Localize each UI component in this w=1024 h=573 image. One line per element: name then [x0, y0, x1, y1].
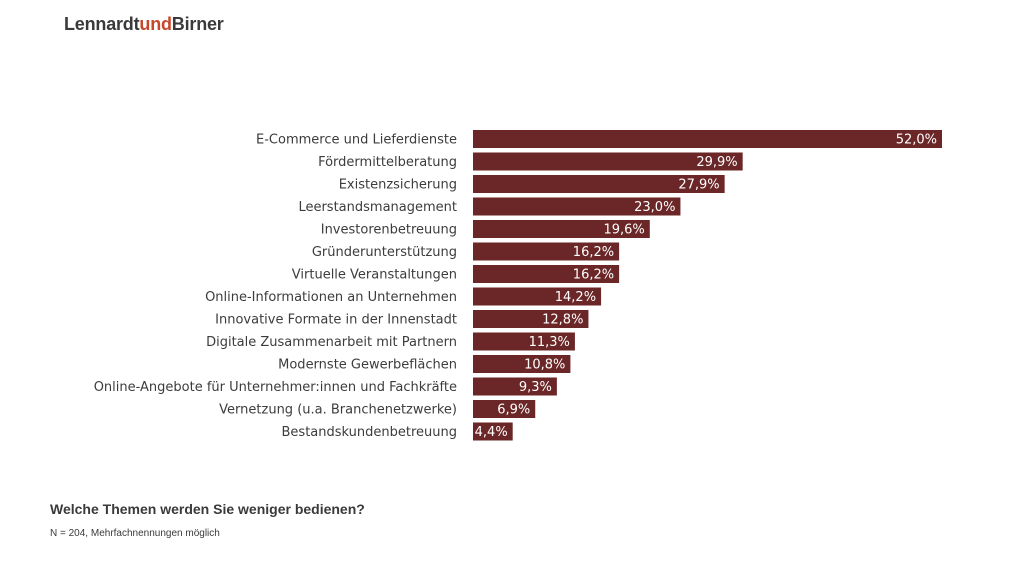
category-label: Leerstandsmanagement — [298, 200, 457, 215]
logo-part-1: Lennardt — [64, 14, 140, 34]
category-label: Digitale Zusammenarbeit mit Partnern — [206, 335, 457, 350]
bar — [473, 175, 725, 193]
bar — [473, 197, 681, 216]
value-label: 27,9% — [678, 178, 719, 193]
category-label: Bestandskundenbetreuung — [282, 425, 458, 440]
value-label: 9,3% — [519, 380, 552, 395]
bar — [473, 242, 620, 261]
bar — [473, 377, 557, 396]
category-label: Gründerunterstützung — [312, 245, 457, 260]
bar — [473, 152, 743, 171]
chart-question: Welche Themen werden Sie weniger bediene… — [50, 501, 365, 517]
logo-part-2: und — [139, 14, 172, 34]
value-label: 29,9% — [696, 155, 737, 170]
value-label: 10,8% — [524, 358, 565, 373]
category-label: Existenzsicherung — [339, 178, 457, 193]
bar — [473, 332, 575, 351]
bar — [473, 287, 602, 306]
bar-chart: E-Commerce und Lieferdienste 52,0% Förderm… — [94, 130, 942, 441]
value-label: 19,6% — [603, 223, 644, 238]
category-label: Fördermittelberatung — [318, 155, 457, 170]
value-label: 6,9% — [497, 403, 530, 418]
logo-part-3: Birner — [171, 14, 224, 34]
value-label: 23,0% — [634, 200, 675, 215]
bar — [473, 400, 536, 418]
value-label: 11,3% — [529, 335, 570, 350]
brand-logo: LennardtundBirner — [64, 14, 224, 35]
value-label: 14,2% — [555, 290, 596, 305]
bar — [473, 310, 589, 328]
category-label: Modernste Gewerbeflächen — [278, 358, 457, 373]
bar — [473, 355, 571, 373]
value-label: 4,4% — [475, 425, 508, 440]
value-label: 16,2% — [573, 268, 614, 283]
category-label: Investorenbetreuung — [321, 223, 457, 238]
value-label: 52,0% — [896, 133, 937, 148]
value-label: 16,2% — [573, 245, 614, 260]
bar — [473, 130, 942, 148]
category-label: Online-Angebote für Unternehmer:innen un… — [94, 380, 457, 395]
category-label: Innovative Formate in der Innenstadt — [215, 313, 457, 328]
category-label: Vernetzung (u.a. Branchenetzwerke) — [219, 403, 457, 418]
category-label: Online-Informationen an Unternehmen — [205, 290, 457, 305]
bar — [473, 265, 620, 283]
category-label: Virtuelle Veranstaltungen — [292, 268, 457, 283]
value-label: 12,8% — [542, 313, 583, 328]
category-label: E-Commerce und Lieferdienste — [256, 133, 457, 148]
bar — [473, 422, 513, 441]
bar — [473, 220, 650, 238]
chart-footnote: N = 204, Mehrfachnennungen möglich — [50, 528, 220, 539]
